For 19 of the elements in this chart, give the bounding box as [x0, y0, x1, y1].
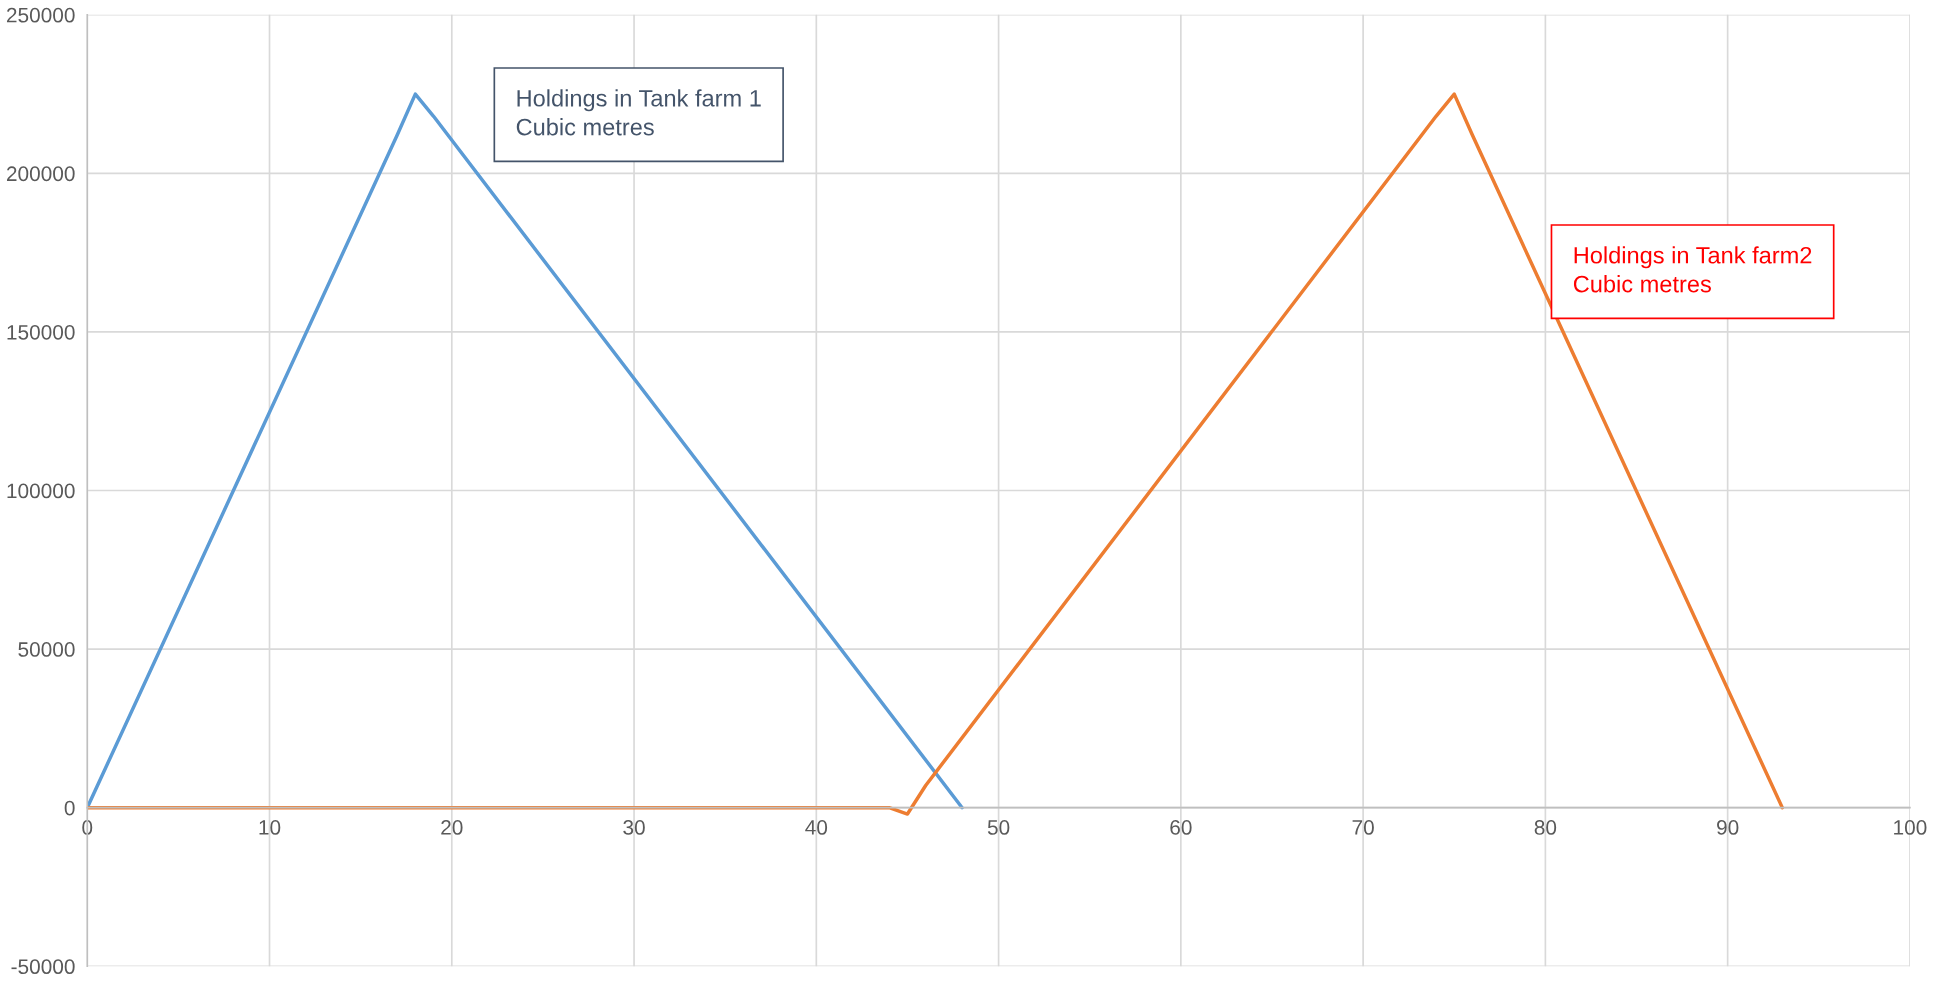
x-tick-label: 80	[1534, 820, 1557, 835]
x-tick-label: 30	[623, 820, 645, 835]
annotation: Holdings in Tank farm2 Cubic metres	[1573, 246, 1812, 293]
x-tick-label: 50	[987, 820, 1010, 835]
annotation: Holdings in Tank farm 1 Cubic metres	[516, 89, 761, 136]
y-tick-label: 100000	[7, 483, 75, 499]
y-tick-label: 50000	[18, 642, 75, 657]
x-tick-label: 90	[1717, 820, 1739, 835]
x-tick-label: 60	[1170, 820, 1192, 835]
y-tick-label: 250000	[6, 7, 75, 23]
x-tick-label: 70	[1352, 820, 1374, 835]
x-tick-label: 20	[441, 820, 463, 835]
y-tick-label: -50000	[11, 959, 75, 975]
x-tick-label: 10	[259, 820, 281, 835]
x-tick-label: 40	[805, 820, 828, 835]
x-tick-label: 100	[1894, 820, 1927, 835]
y-tick-label: 0	[64, 800, 75, 816]
y-tick-label: 200000	[6, 166, 75, 182]
y-tick-label: 150000	[7, 324, 75, 340]
